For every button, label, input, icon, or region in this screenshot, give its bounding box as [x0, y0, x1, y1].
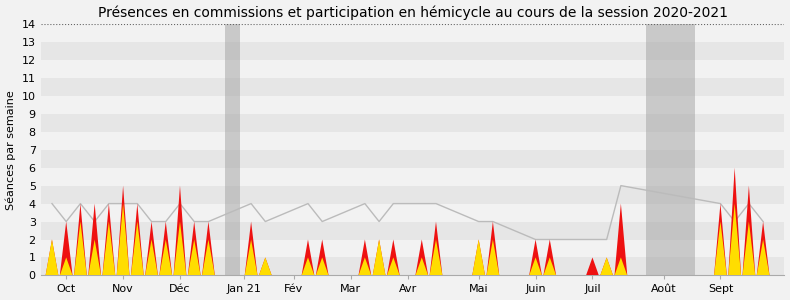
Polygon shape — [145, 239, 158, 275]
Polygon shape — [46, 239, 58, 275]
Bar — [40, 42, 784, 60]
Polygon shape — [60, 257, 73, 275]
Bar — [646, 24, 695, 275]
Polygon shape — [245, 221, 258, 275]
Polygon shape — [245, 239, 258, 275]
Polygon shape — [757, 239, 769, 275]
Polygon shape — [160, 239, 172, 275]
Polygon shape — [387, 239, 400, 275]
Polygon shape — [145, 221, 158, 275]
Polygon shape — [88, 239, 101, 275]
Polygon shape — [316, 257, 329, 275]
Polygon shape — [160, 221, 172, 275]
Polygon shape — [430, 239, 442, 275]
Polygon shape — [728, 168, 741, 275]
Polygon shape — [757, 221, 769, 275]
Polygon shape — [728, 204, 741, 275]
Polygon shape — [117, 204, 130, 275]
Polygon shape — [387, 257, 400, 275]
Polygon shape — [60, 221, 73, 275]
Polygon shape — [202, 239, 215, 275]
Bar — [40, 204, 784, 221]
Polygon shape — [714, 221, 727, 275]
Polygon shape — [487, 239, 499, 275]
Polygon shape — [188, 221, 201, 275]
Polygon shape — [529, 257, 542, 275]
Polygon shape — [373, 239, 386, 275]
Bar — [40, 132, 784, 150]
Polygon shape — [174, 221, 186, 275]
Polygon shape — [174, 186, 186, 275]
Polygon shape — [529, 239, 542, 275]
Polygon shape — [302, 257, 314, 275]
Polygon shape — [188, 239, 201, 275]
Polygon shape — [544, 257, 556, 275]
Polygon shape — [743, 186, 755, 275]
Polygon shape — [416, 239, 428, 275]
Polygon shape — [615, 257, 627, 275]
Polygon shape — [472, 239, 485, 275]
Bar — [40, 221, 784, 239]
Polygon shape — [487, 221, 499, 275]
Bar — [40, 96, 784, 114]
Polygon shape — [615, 204, 627, 275]
Polygon shape — [416, 257, 428, 275]
Polygon shape — [46, 239, 58, 275]
Polygon shape — [472, 239, 485, 275]
Polygon shape — [316, 239, 329, 275]
Polygon shape — [302, 239, 314, 275]
Bar — [40, 168, 784, 186]
Polygon shape — [103, 221, 115, 275]
Polygon shape — [586, 257, 599, 275]
Bar — [40, 114, 784, 132]
Polygon shape — [544, 239, 556, 275]
Polygon shape — [131, 221, 144, 275]
Bar — [40, 60, 784, 78]
Bar — [40, 150, 784, 168]
Polygon shape — [103, 204, 115, 275]
Polygon shape — [600, 257, 613, 275]
Polygon shape — [259, 257, 272, 275]
Polygon shape — [714, 204, 727, 275]
Polygon shape — [74, 204, 87, 275]
Polygon shape — [373, 239, 386, 275]
Polygon shape — [359, 257, 371, 275]
Bar — [40, 78, 784, 96]
Bar — [225, 24, 239, 275]
Polygon shape — [259, 257, 272, 275]
Bar — [40, 239, 784, 257]
Polygon shape — [117, 186, 130, 275]
Polygon shape — [131, 204, 144, 275]
Polygon shape — [743, 221, 755, 275]
Bar — [40, 24, 784, 42]
Bar — [40, 257, 784, 275]
Polygon shape — [202, 221, 215, 275]
Polygon shape — [430, 221, 442, 275]
Polygon shape — [74, 221, 87, 275]
Polygon shape — [600, 257, 613, 275]
Y-axis label: Séances par semaine: Séances par semaine — [6, 90, 16, 210]
Bar — [40, 186, 784, 204]
Polygon shape — [88, 204, 101, 275]
Polygon shape — [359, 239, 371, 275]
Title: Présences en commissions et participation en hémicycle au cours de la session 20: Présences en commissions et participatio… — [97, 6, 728, 20]
